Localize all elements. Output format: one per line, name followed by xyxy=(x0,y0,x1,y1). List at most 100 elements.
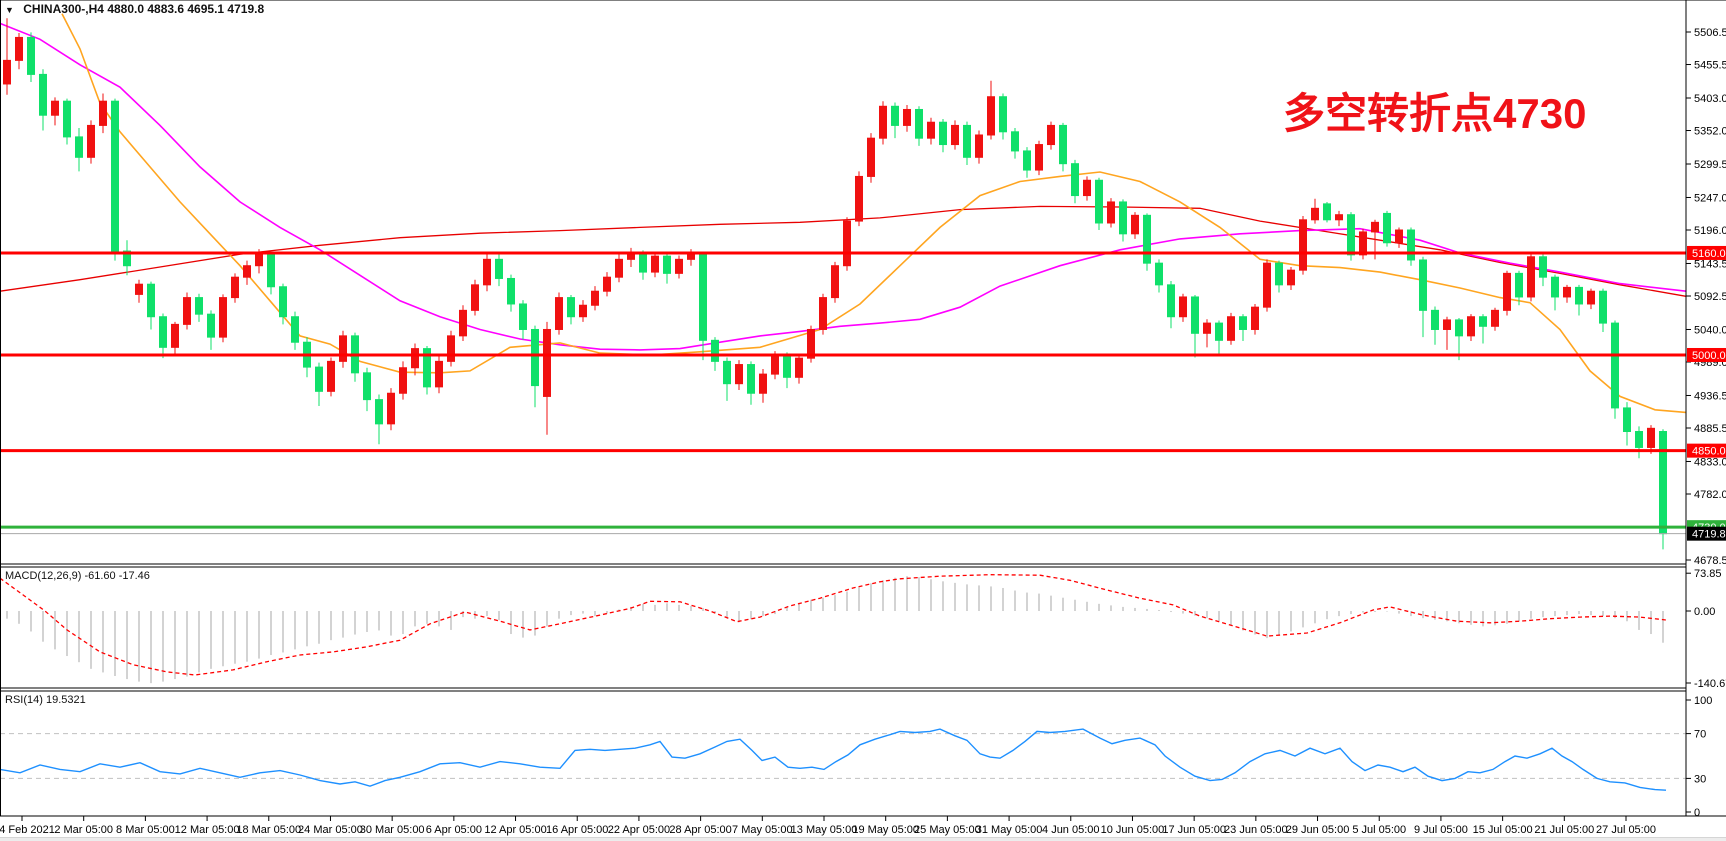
svg-text:2 Mar 05:00: 2 Mar 05:00 xyxy=(54,824,113,836)
candle xyxy=(519,303,527,330)
svg-text:5 Jul 05:00: 5 Jul 05:00 xyxy=(1352,824,1406,836)
candle xyxy=(1371,221,1379,233)
svg-text:70: 70 xyxy=(1694,729,1706,741)
svg-text:5160.0: 5160.0 xyxy=(1692,248,1726,260)
candle xyxy=(1119,201,1127,235)
candle xyxy=(1095,179,1103,224)
rsi-line xyxy=(0,728,1667,791)
candle xyxy=(1335,214,1343,221)
svg-text:5299.5: 5299.5 xyxy=(1694,159,1726,171)
candle xyxy=(1107,201,1115,224)
candle xyxy=(207,313,215,338)
candle xyxy=(507,277,515,305)
candle xyxy=(915,108,923,139)
svg-text:5247.0: 5247.0 xyxy=(1694,192,1726,204)
candle xyxy=(1143,214,1151,264)
candle xyxy=(63,100,71,138)
candle xyxy=(171,323,179,348)
candle xyxy=(807,328,815,359)
svg-text:4833.0: 4833.0 xyxy=(1694,456,1726,468)
candle xyxy=(879,105,887,139)
price-level-lines[interactable] xyxy=(0,251,1686,535)
svg-text:9 Jul 05:00: 9 Jul 05:00 xyxy=(1414,824,1468,836)
candle xyxy=(951,124,959,146)
svg-text:-140.67: -140.67 xyxy=(1694,678,1726,690)
candle xyxy=(1563,286,1571,298)
candle xyxy=(255,253,263,267)
candle xyxy=(435,360,443,388)
svg-text:16 Apr 05:00: 16 Apr 05:00 xyxy=(546,824,608,836)
rsi-panel xyxy=(0,728,1667,791)
svg-text:5196.0: 5196.0 xyxy=(1694,225,1726,237)
candle xyxy=(1467,316,1475,337)
svg-text:27 Jul 05:00: 27 Jul 05:00 xyxy=(1596,824,1656,836)
candle xyxy=(1575,286,1583,305)
candle xyxy=(87,124,95,158)
candle xyxy=(891,105,899,126)
svg-text:4782.0: 4782.0 xyxy=(1694,489,1726,501)
macd-panel xyxy=(0,574,1667,684)
candle xyxy=(543,328,551,397)
candle xyxy=(1515,272,1523,298)
candle xyxy=(555,297,563,330)
candle xyxy=(111,100,119,252)
candle xyxy=(783,354,791,378)
candle xyxy=(1275,262,1283,286)
candle xyxy=(759,373,767,394)
candle xyxy=(987,96,995,136)
candle xyxy=(99,100,107,126)
candle xyxy=(1203,322,1211,334)
candle xyxy=(39,73,47,116)
candle xyxy=(1071,163,1079,197)
candle xyxy=(1239,316,1247,330)
candle xyxy=(1047,124,1055,146)
svg-text:5000.0: 5000.0 xyxy=(1692,350,1726,362)
candle xyxy=(855,175,863,222)
candle xyxy=(651,255,659,273)
svg-text:23 Jun 05:00: 23 Jun 05:00 xyxy=(1224,824,1288,836)
candle xyxy=(291,316,299,343)
svg-text:19 May 05:00: 19 May 05:00 xyxy=(852,824,919,836)
svg-text:25 May 05:00: 25 May 05:00 xyxy=(914,824,981,836)
candle xyxy=(867,137,875,177)
svg-text:22 Apr 05:00: 22 Apr 05:00 xyxy=(608,824,670,836)
candle xyxy=(471,284,479,311)
candle xyxy=(1167,284,1175,318)
svg-text:15 Jul 05:00: 15 Jul 05:00 xyxy=(1473,824,1533,836)
svg-text:21 Jul 05:00: 21 Jul 05:00 xyxy=(1534,824,1594,836)
candle xyxy=(975,134,983,158)
chart-title-bar: ▼ CHINA300-,H4 4880.0 4883.6 4695.1 4719… xyxy=(5,2,264,16)
candle xyxy=(1587,290,1595,305)
candle xyxy=(411,348,419,369)
svg-text:4850.0: 4850.0 xyxy=(1692,446,1726,458)
price-axis[interactable]: 5506.5 5455.5 5403.0 5352.0 5299.5 5247.0 5196… xyxy=(1686,27,1726,819)
candle xyxy=(459,309,467,337)
candle xyxy=(927,121,935,139)
svg-text:13 May 05:00: 13 May 05:00 xyxy=(791,824,858,836)
panel-borders xyxy=(0,0,1726,817)
svg-text:4936.5: 4936.5 xyxy=(1694,390,1726,402)
candle xyxy=(183,297,191,325)
candle xyxy=(1479,316,1487,327)
candle xyxy=(1323,203,1331,221)
candle xyxy=(315,366,323,392)
candle xyxy=(1023,150,1031,171)
svg-text:100: 100 xyxy=(1694,695,1712,707)
candle xyxy=(135,283,143,295)
svg-text:5403.0: 5403.0 xyxy=(1694,93,1726,105)
candle xyxy=(1503,272,1511,311)
candle xyxy=(1659,431,1667,535)
symbol-dropdown-icon[interactable]: ▼ xyxy=(5,5,14,15)
price-tag-5160.0 xyxy=(1687,245,1726,260)
candle xyxy=(567,297,575,318)
candle xyxy=(363,372,371,401)
candlestick-series xyxy=(3,18,1667,550)
svg-text:12 Apr 05:00: 12 Apr 05:00 xyxy=(484,824,546,836)
candle xyxy=(1251,306,1259,330)
price-tag-4719.8 xyxy=(1687,526,1726,541)
candle xyxy=(1311,207,1319,221)
